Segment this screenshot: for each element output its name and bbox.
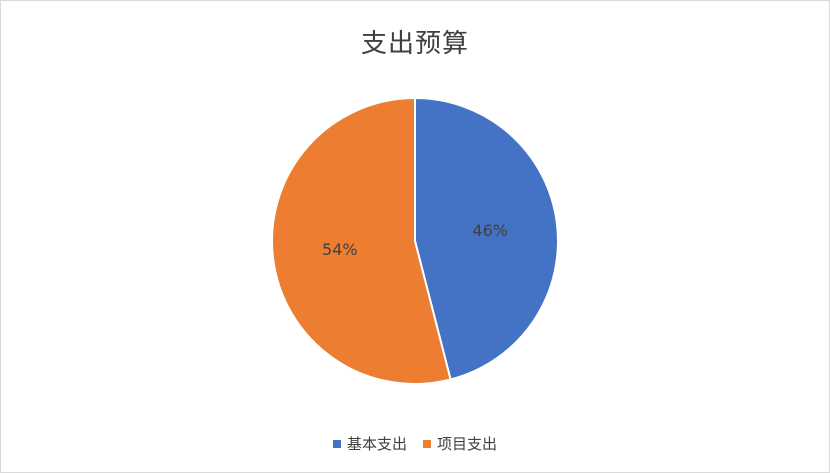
legend-label-project: 项目支出 — [437, 435, 498, 453]
pie-slice-project — [271, 96, 452, 385]
legend-item-project: 项目支出 — [423, 433, 497, 454]
legend-swatch-project — [423, 439, 431, 448]
pie-slice-basic — [414, 96, 559, 381]
chart-title: 支出预算 — [360, 29, 469, 59]
data-label-project: 54% — [322, 240, 358, 259]
legend-label-basic: 基本支出 — [346, 435, 407, 453]
legend-item-basic: 基本支出 — [332, 433, 407, 454]
legend: 基本支出 项目支出 — [1, 433, 829, 454]
data-label-basic: 46% — [472, 221, 508, 240]
legend-swatch-basic — [332, 439, 341, 448]
